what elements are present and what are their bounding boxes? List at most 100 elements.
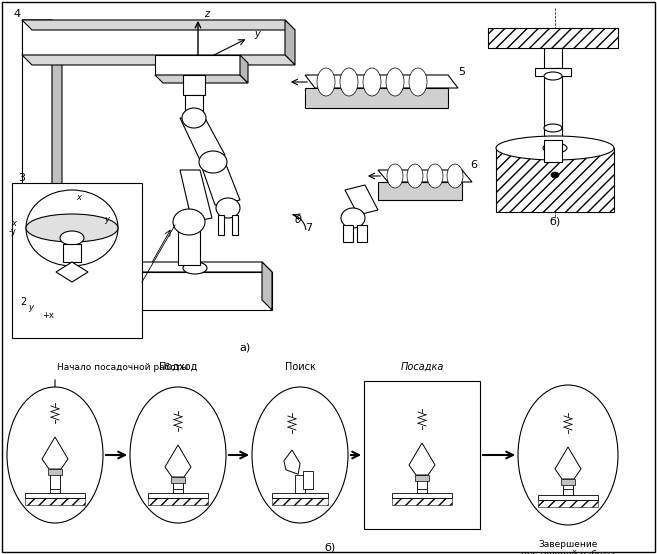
Ellipse shape bbox=[173, 209, 205, 235]
Polygon shape bbox=[218, 215, 224, 235]
Polygon shape bbox=[240, 55, 248, 83]
Text: Подход: Подход bbox=[159, 362, 197, 372]
Polygon shape bbox=[284, 450, 300, 474]
Ellipse shape bbox=[182, 108, 206, 128]
Polygon shape bbox=[285, 20, 295, 65]
Ellipse shape bbox=[447, 164, 463, 188]
Text: y: y bbox=[28, 304, 33, 312]
Text: б): б) bbox=[325, 543, 336, 553]
Text: θ: θ bbox=[295, 215, 302, 225]
Polygon shape bbox=[56, 262, 88, 282]
Ellipse shape bbox=[183, 262, 207, 274]
Text: 5: 5 bbox=[458, 67, 465, 77]
Polygon shape bbox=[173, 475, 183, 493]
Text: Посадка: Посадка bbox=[400, 362, 443, 372]
Ellipse shape bbox=[60, 231, 84, 245]
Ellipse shape bbox=[518, 385, 618, 525]
Text: 4: 4 bbox=[13, 9, 20, 19]
Polygon shape bbox=[343, 225, 353, 242]
Text: z: z bbox=[204, 9, 209, 19]
Ellipse shape bbox=[341, 208, 365, 228]
Polygon shape bbox=[378, 170, 472, 182]
Polygon shape bbox=[22, 55, 295, 65]
Ellipse shape bbox=[496, 136, 614, 160]
Polygon shape bbox=[178, 225, 200, 265]
Polygon shape bbox=[22, 20, 295, 30]
Polygon shape bbox=[135, 272, 272, 310]
Polygon shape bbox=[535, 68, 571, 76]
Polygon shape bbox=[544, 128, 562, 140]
Ellipse shape bbox=[407, 164, 423, 188]
Polygon shape bbox=[555, 447, 581, 479]
Text: x: x bbox=[11, 218, 16, 228]
Polygon shape bbox=[544, 140, 562, 162]
Polygon shape bbox=[180, 170, 212, 222]
Ellipse shape bbox=[216, 198, 240, 218]
Polygon shape bbox=[561, 479, 575, 485]
Text: Завершение
посадочной работы: Завершение посадочной работы bbox=[521, 540, 615, 554]
Bar bbox=[12, 183, 142, 338]
Ellipse shape bbox=[551, 172, 559, 178]
Polygon shape bbox=[378, 182, 462, 200]
Polygon shape bbox=[25, 493, 85, 498]
Polygon shape bbox=[63, 244, 81, 262]
Polygon shape bbox=[22, 20, 62, 30]
Polygon shape bbox=[303, 471, 313, 489]
Polygon shape bbox=[357, 225, 367, 242]
Text: -y: -y bbox=[8, 228, 16, 237]
Text: Начало посадочной работы: Начало посадочной работы bbox=[57, 362, 188, 372]
Polygon shape bbox=[125, 262, 272, 272]
Polygon shape bbox=[417, 477, 427, 489]
Polygon shape bbox=[496, 148, 614, 212]
Polygon shape bbox=[22, 20, 52, 265]
Polygon shape bbox=[488, 28, 618, 48]
Polygon shape bbox=[563, 477, 573, 495]
Polygon shape bbox=[262, 262, 272, 310]
Polygon shape bbox=[272, 493, 328, 498]
Polygon shape bbox=[50, 475, 60, 493]
Polygon shape bbox=[345, 185, 378, 215]
Polygon shape bbox=[185, 95, 203, 115]
Polygon shape bbox=[22, 20, 285, 55]
Bar bbox=[364, 381, 480, 529]
Polygon shape bbox=[165, 445, 191, 477]
Polygon shape bbox=[148, 493, 208, 498]
Text: Поиск: Поиск bbox=[284, 362, 315, 372]
Polygon shape bbox=[409, 443, 435, 475]
Ellipse shape bbox=[199, 151, 227, 173]
Polygon shape bbox=[305, 75, 458, 88]
Ellipse shape bbox=[252, 387, 348, 523]
Polygon shape bbox=[415, 475, 429, 481]
Polygon shape bbox=[417, 475, 427, 493]
Polygon shape bbox=[155, 55, 240, 75]
Ellipse shape bbox=[544, 72, 562, 80]
Ellipse shape bbox=[386, 68, 404, 96]
Polygon shape bbox=[305, 88, 448, 108]
Text: y: y bbox=[104, 216, 109, 224]
Polygon shape bbox=[392, 493, 452, 498]
Polygon shape bbox=[538, 495, 598, 500]
Ellipse shape bbox=[409, 68, 427, 96]
Ellipse shape bbox=[340, 68, 358, 96]
Ellipse shape bbox=[544, 124, 562, 132]
Ellipse shape bbox=[7, 387, 103, 523]
Polygon shape bbox=[183, 75, 205, 95]
Ellipse shape bbox=[317, 68, 335, 96]
Polygon shape bbox=[42, 437, 68, 469]
Text: 1: 1 bbox=[127, 313, 134, 323]
Polygon shape bbox=[200, 162, 240, 205]
Polygon shape bbox=[171, 477, 185, 483]
Polygon shape bbox=[544, 76, 562, 128]
Polygon shape bbox=[544, 48, 562, 68]
Ellipse shape bbox=[543, 143, 567, 153]
Ellipse shape bbox=[427, 164, 443, 188]
Text: 3: 3 bbox=[18, 173, 25, 183]
Ellipse shape bbox=[387, 164, 403, 188]
Ellipse shape bbox=[363, 68, 381, 96]
Polygon shape bbox=[52, 20, 62, 270]
Text: 6: 6 bbox=[470, 160, 477, 170]
Ellipse shape bbox=[26, 214, 118, 242]
Polygon shape bbox=[50, 471, 60, 489]
Ellipse shape bbox=[130, 387, 226, 523]
Text: +x: +x bbox=[42, 311, 54, 321]
